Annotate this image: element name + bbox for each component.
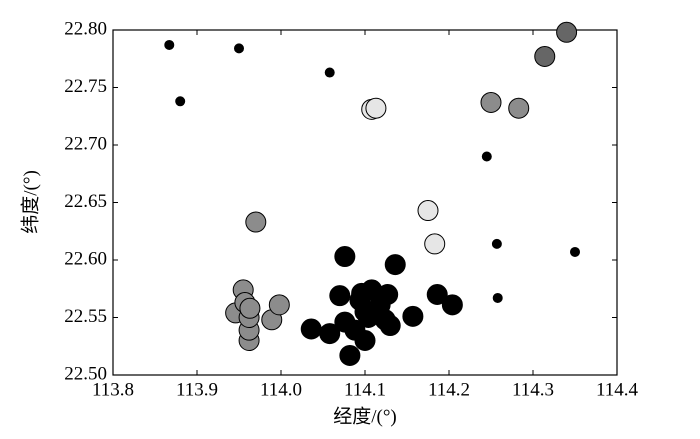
point (417, 200, 439, 222)
point (534, 45, 556, 67)
x-tick-label: 114.4 (596, 379, 639, 400)
point (379, 315, 401, 337)
y-tick-label: 22.70 (64, 133, 107, 154)
point (365, 97, 387, 119)
point (377, 284, 399, 305)
point (239, 297, 261, 319)
point (329, 285, 351, 307)
point (402, 305, 424, 327)
point (175, 96, 186, 107)
x-tick-label: 114.2 (428, 379, 470, 400)
x-axis-label: 经度/(°) (333, 405, 397, 427)
point (492, 292, 503, 303)
point (384, 254, 406, 276)
y-tick-label: 22.75 (64, 76, 107, 97)
point (334, 246, 356, 268)
point (339, 344, 361, 366)
x-tick-label: 113.8 (92, 379, 134, 400)
point (234, 43, 244, 54)
x-tick-label: 114.1 (344, 379, 386, 400)
point (319, 323, 341, 345)
point (300, 318, 322, 340)
point (556, 21, 578, 43)
x-tick-label: 114.0 (260, 379, 302, 400)
point (491, 238, 502, 249)
y-tick-label: 22.60 (64, 248, 107, 269)
point (164, 39, 175, 50)
point (354, 330, 376, 351)
point (441, 294, 463, 316)
y-tick-label: 22.80 (64, 18, 107, 39)
x-tick-label: 114.3 (512, 379, 554, 400)
point (480, 91, 502, 113)
y-axis-label: 纬度/(°) (19, 170, 41, 234)
y-tick-label: 22.50 (64, 363, 107, 384)
point (570, 246, 580, 257)
point (481, 151, 492, 162)
point (426, 284, 448, 305)
point (245, 211, 267, 233)
y-tick-label: 22.65 (64, 191, 107, 212)
point (508, 97, 530, 119)
point (424, 233, 446, 255)
x-tick-label: 113.9 (176, 379, 218, 400)
point (324, 67, 335, 78)
point (268, 294, 290, 316)
y-tick-label: 22.55 (64, 306, 107, 327)
